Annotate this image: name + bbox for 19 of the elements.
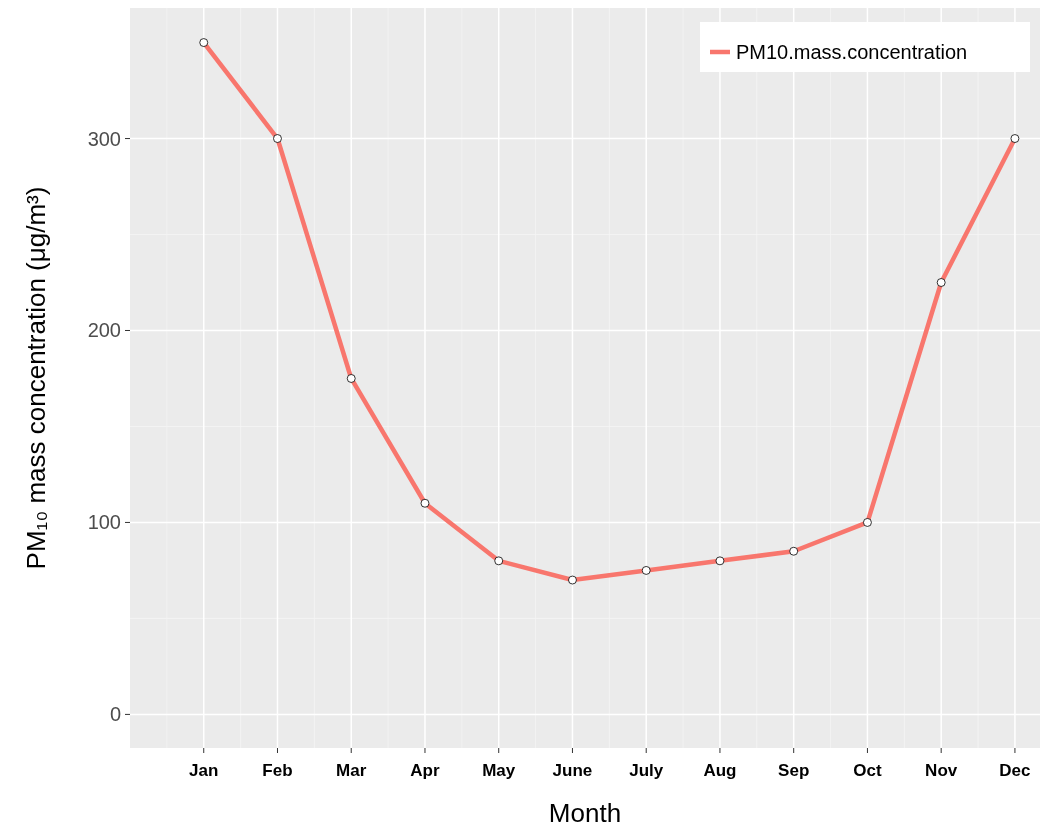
y-tick-label: 0 [109,703,121,726]
y-axis-title: PM₁₀ mass concentration (μg/m³) [21,186,51,570]
y-tick-label: 100 [87,511,121,534]
x-tick-label: Oct [853,761,882,780]
x-tick-label: Mar [336,761,367,780]
legend-label: PM10.mass.concentration [736,41,968,63]
x-tick-label: July [629,761,664,780]
x-tick-label: Dec [999,761,1031,780]
y-tick-label: 300 [87,127,121,150]
x-axis-title: Month [548,798,622,828]
x-tick-label: Apr [410,761,440,780]
x-tick-label: Nov [925,761,958,780]
x-tick-label: June [552,761,593,780]
y-tick-label: 200 [87,319,121,342]
x-tick-label: Feb [262,761,293,780]
x-tick-label: Sep [778,761,810,780]
x-tick-label: Aug [703,761,737,780]
x-tick-label: Jan [189,761,219,780]
x-tick-label: May [482,761,516,780]
